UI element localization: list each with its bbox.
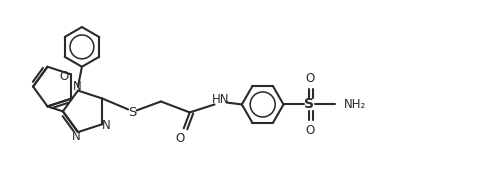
- Text: N: N: [72, 130, 80, 143]
- Text: O: O: [60, 70, 69, 83]
- Text: N: N: [73, 80, 82, 93]
- Text: O: O: [306, 124, 315, 137]
- Text: S: S: [128, 106, 136, 119]
- Text: O: O: [175, 132, 184, 145]
- Text: HN: HN: [212, 92, 229, 105]
- Text: NH₂: NH₂: [343, 98, 366, 111]
- Text: N: N: [102, 119, 111, 132]
- Text: O: O: [306, 72, 315, 85]
- Text: S: S: [305, 98, 314, 112]
